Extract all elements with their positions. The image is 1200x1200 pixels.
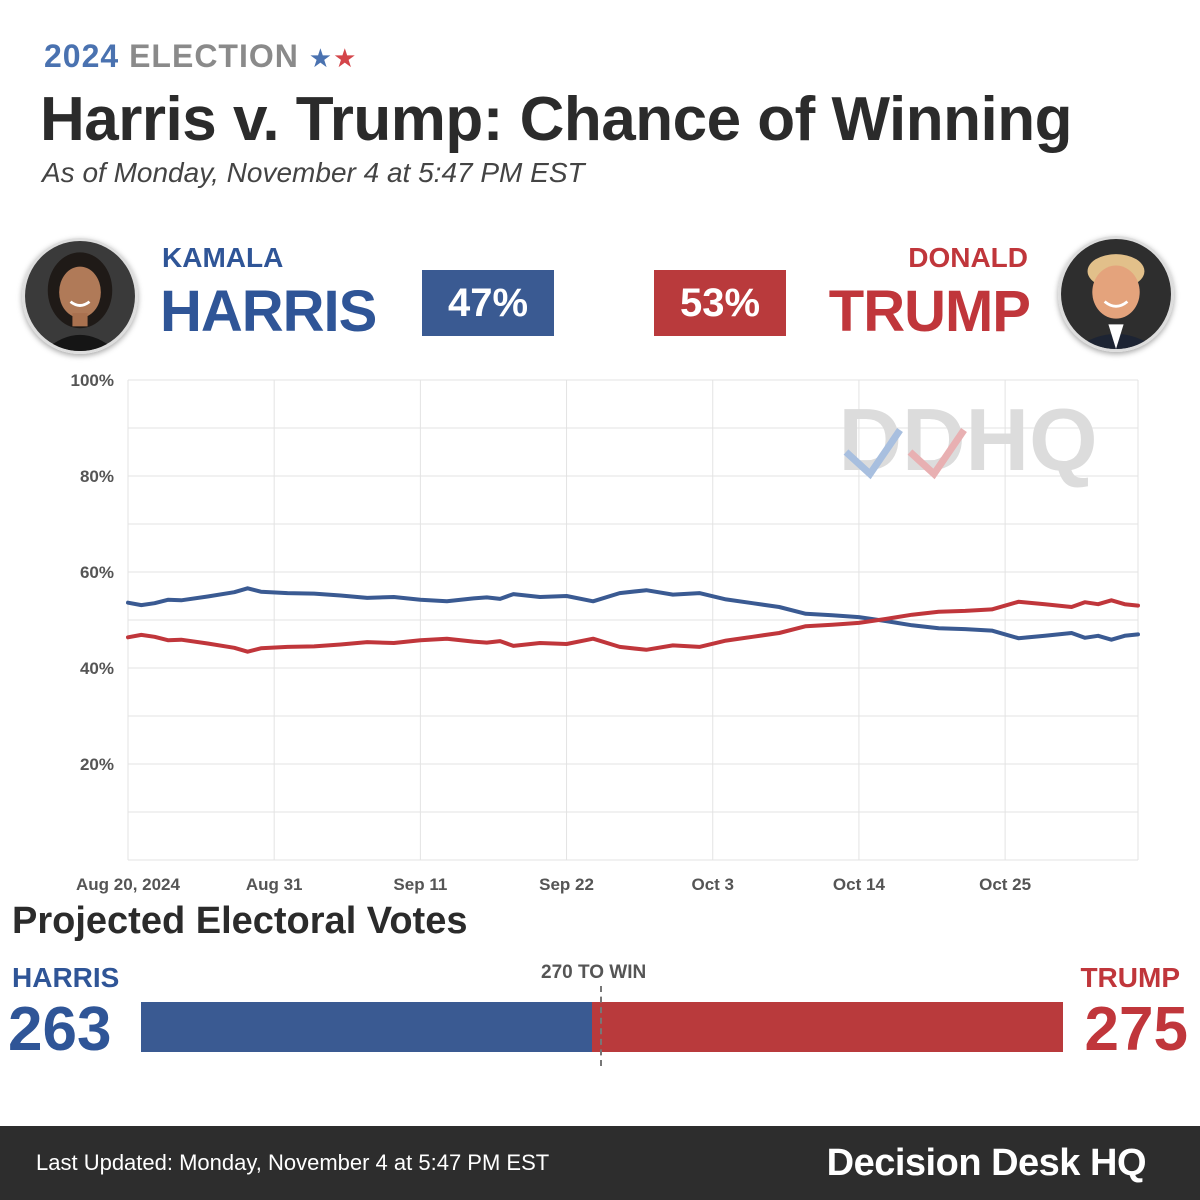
- ev-270-marker: [600, 986, 602, 1066]
- chart-grid: [127, 379, 1139, 861]
- red-star-icon: ★: [333, 43, 358, 73]
- series-line-harris: [126, 586, 1140, 642]
- series-line-trump: [126, 598, 1140, 654]
- x-axis-ticks: Aug 20, 2024 Aug 31 Sep 11 Sep 22 Oct 3 Oct 1…: [76, 875, 1031, 894]
- ev-270-to-win-label: 270 TO WIN: [541, 962, 647, 983]
- ddhq-watermark: DDHQ: [838, 390, 1097, 489]
- page-subtitle: As of Monday, November 4 at 5:47 PM EST: [42, 157, 585, 188]
- y-tick-label: 100%: [71, 371, 114, 390]
- election-kicker: 2024 ELECTION ★★: [44, 38, 357, 75]
- footer-bar: Last Updated: Monday, November 4 at 5:47…: [0, 1126, 1200, 1200]
- brand-name: Decision Desk HQ: [826, 1142, 1147, 1184]
- x-tick-label: Oct 14: [833, 875, 886, 894]
- kicker-word: ELECTION: [129, 38, 299, 74]
- chance-of-winning-chart: DDHQ 100% 80% 60% 40% 20% Aug 20, 2024 Aug 31…: [71, 371, 1140, 894]
- watermark-check-blue-icon: [843, 428, 903, 480]
- blue-star-icon: ★: [308, 43, 334, 73]
- watermark-check-red-icon: [907, 428, 967, 480]
- harris-first-name: KAMALA: [162, 242, 284, 273]
- y-axis-ticks: 100% 80% 60% 40% 20%: [71, 371, 114, 774]
- x-tick-label: Sep 22: [539, 875, 594, 894]
- ev-harris-votes: 263: [8, 995, 112, 1064]
- y-tick-label: 40%: [80, 659, 114, 678]
- x-tick-label: Oct 3: [691, 875, 734, 894]
- y-tick-label: 80%: [80, 467, 114, 486]
- x-tick-label: Aug 20, 2024: [76, 875, 180, 894]
- trump-avatar: [1058, 236, 1174, 352]
- last-updated-text: Last Updated: Monday, November 4 at 5:47…: [36, 1150, 550, 1175]
- ev-harris-bar: [141, 1002, 592, 1052]
- ev-trump-bar: [591, 1002, 1063, 1052]
- harris-chance-badge: 47%: [422, 270, 554, 336]
- y-tick-label: 20%: [80, 755, 114, 774]
- trump-first-name: DONALD: [908, 242, 1028, 273]
- harris-last-name: HARRIS: [160, 279, 377, 344]
- ev-harris-label: HARRIS: [12, 962, 120, 993]
- x-tick-label: Sep 11: [393, 875, 447, 894]
- ev-trump-votes: 275: [1084, 995, 1188, 1064]
- electoral-votes-title: Projected Electoral Votes: [12, 900, 468, 942]
- ev-trump-label: TRUMP: [1080, 962, 1180, 993]
- brand-logo: Decision Desk HQ: [826, 1142, 1147, 1185]
- chart-series: [126, 586, 1140, 654]
- trump-chance-badge: 53%: [654, 270, 786, 336]
- page-title: Harris v. Trump: Chance of Winning: [40, 85, 1072, 154]
- x-tick-label: Aug 31: [246, 875, 303, 894]
- trump-last-name: TRUMP: [828, 279, 1031, 344]
- y-tick-label: 60%: [80, 563, 114, 582]
- watermark-text: DDHQ: [838, 390, 1097, 489]
- x-tick-label: Oct 25: [979, 875, 1031, 894]
- harris-avatar: [22, 238, 138, 354]
- kicker-year: 2024: [44, 38, 120, 74]
